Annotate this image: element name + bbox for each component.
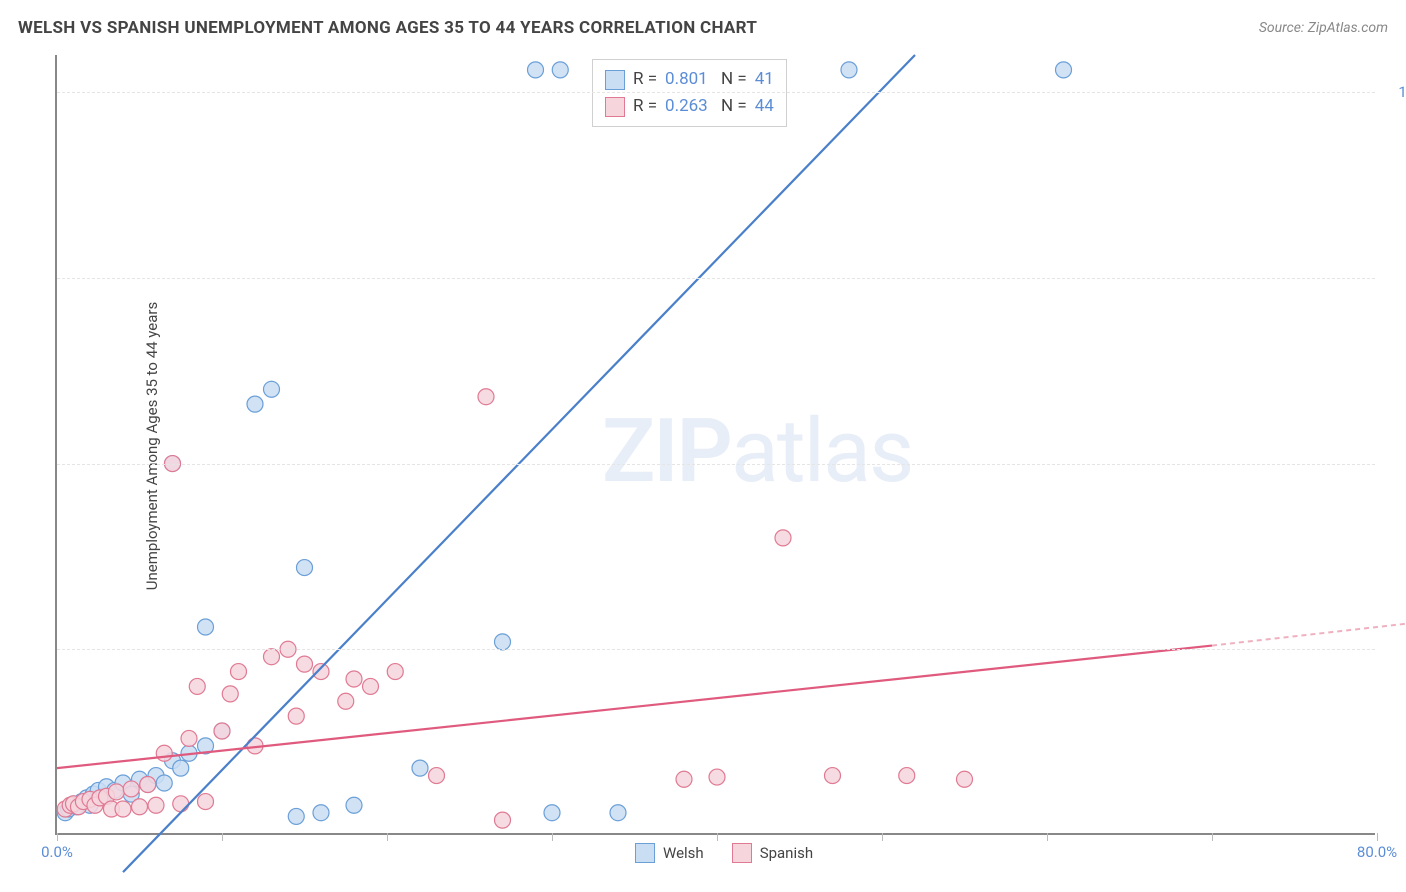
scatter-point <box>173 796 189 812</box>
scatter-point <box>363 678 379 694</box>
scatter-point <box>123 781 139 797</box>
scatter-point <box>528 62 544 78</box>
scatter-point <box>313 805 329 821</box>
scatter-point <box>552 62 568 78</box>
scatter-point <box>132 799 148 815</box>
chart-header: WELSH VS SPANISH UNEMPLOYMENT AMONG AGES… <box>18 18 1388 38</box>
scatter-point <box>115 801 131 817</box>
ytick-label: 50.0% <box>1387 455 1406 473</box>
scatter-point <box>181 730 197 746</box>
xtick <box>1377 833 1378 841</box>
scatter-point <box>346 797 362 813</box>
trend-line-extrapolated <box>1212 623 1406 645</box>
scatter-point <box>198 619 214 635</box>
welsh-r-value: 0.801 <box>665 66 713 93</box>
scatter-point <box>313 664 329 680</box>
chart-svg <box>57 55 1375 833</box>
legend-item-spanish: Spanish <box>732 843 813 863</box>
ytick-label: 75.0% <box>1387 269 1406 287</box>
scatter-point <box>429 768 445 784</box>
swatch-spanish <box>605 97 625 117</box>
xtick <box>882 833 883 841</box>
legend-item-welsh: Welsh <box>635 843 704 863</box>
xtick-label: 80.0% <box>1357 843 1397 861</box>
scatter-point <box>156 745 172 761</box>
scatter-point <box>676 771 692 787</box>
legend-swatch-welsh <box>635 843 655 863</box>
n-prefix: N = <box>721 66 747 93</box>
scatter-point <box>156 775 172 791</box>
gridline-h <box>57 92 1375 93</box>
scatter-point <box>264 649 280 665</box>
scatter-point <box>412 760 428 776</box>
scatter-point <box>297 560 313 576</box>
scatter-point <box>1056 62 1072 78</box>
gridline-h <box>57 649 1375 650</box>
xtick <box>222 833 223 841</box>
stats-row-welsh: R = 0.801 N = 41 <box>605 66 774 93</box>
scatter-point <box>148 797 164 813</box>
chart-title: WELSH VS SPANISH UNEMPLOYMENT AMONG AGES… <box>18 18 757 38</box>
source-name: ZipAtlas.com <box>1308 20 1388 36</box>
stats-box: R = 0.801 N = 41 R = 0.263 N = 44 <box>592 59 787 127</box>
gridline-h <box>57 464 1375 465</box>
scatter-point <box>387 664 403 680</box>
xtick-label: 0.0% <box>41 843 73 861</box>
gridline-h <box>57 278 1375 279</box>
swatch-welsh <box>605 70 625 90</box>
n-prefix-2: N = <box>721 93 747 120</box>
ytick-label: 100.0% <box>1387 83 1406 101</box>
scatter-point <box>288 708 304 724</box>
scatter-point <box>222 686 238 702</box>
legend-label-spanish: Spanish <box>760 844 813 862</box>
welsh-n-value: 41 <box>755 66 774 93</box>
scatter-point <box>709 769 725 785</box>
scatter-point <box>231 664 247 680</box>
r-prefix: R = <box>633 66 657 93</box>
scatter-point <box>899 768 915 784</box>
legend-swatch-spanish <box>732 843 752 863</box>
scatter-point <box>247 396 263 412</box>
scatter-point <box>610 805 626 821</box>
xtick <box>552 833 553 841</box>
legend-label-welsh: Welsh <box>663 844 704 862</box>
scatter-point <box>495 634 511 650</box>
scatter-point <box>198 794 214 810</box>
plot-area: ZIPatlas R = 0.801 N = 41 R = 0.263 N = … <box>55 55 1375 835</box>
scatter-point <box>297 656 313 672</box>
trend-line <box>57 646 1212 769</box>
spanish-n-value: 44 <box>755 93 774 120</box>
spanish-r-value: 0.263 <box>665 93 713 120</box>
xtick <box>1212 833 1213 841</box>
xtick <box>717 833 718 841</box>
xtick <box>1047 833 1048 841</box>
scatter-point <box>173 760 189 776</box>
scatter-point <box>841 62 857 78</box>
ytick-label: 25.0% <box>1387 640 1406 658</box>
scatter-point <box>214 723 230 739</box>
stats-row-spanish: R = 0.263 N = 44 <box>605 93 774 120</box>
xtick <box>387 833 388 841</box>
legend-bottom: Welsh Spanish <box>635 843 813 863</box>
scatter-point <box>108 784 124 800</box>
source-label: Source: <box>1259 20 1308 36</box>
scatter-point <box>189 678 205 694</box>
scatter-point <box>544 805 560 821</box>
scatter-point <box>775 530 791 546</box>
scatter-point <box>140 776 156 792</box>
xtick <box>57 833 58 841</box>
scatter-point <box>478 389 494 405</box>
scatter-point <box>825 768 841 784</box>
scatter-point <box>957 771 973 787</box>
scatter-point <box>288 808 304 824</box>
scatter-point <box>338 693 354 709</box>
source-attribution: Source: ZipAtlas.com <box>1259 20 1388 36</box>
scatter-point <box>346 671 362 687</box>
scatter-point <box>495 812 511 828</box>
r-prefix-2: R = <box>633 93 657 120</box>
scatter-point <box>264 381 280 397</box>
